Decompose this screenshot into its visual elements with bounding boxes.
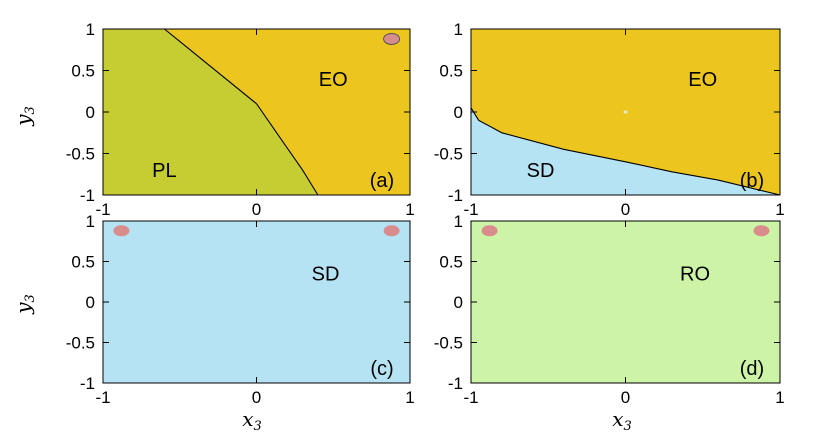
y-tick-label: -0.5 [434, 334, 463, 353]
x-tick-label: 1 [775, 388, 784, 407]
region-label-eo: EO [688, 69, 717, 91]
marker-point [383, 225, 400, 237]
svg-text:y3: y3 [11, 294, 38, 315]
region-label-sd: SD [312, 264, 340, 286]
y-tick-label: 1 [454, 20, 463, 39]
x-tick-label: 0 [252, 200, 261, 219]
y-axis-label-sub: 3 [23, 294, 38, 302]
x-tick-label: -1 [95, 388, 110, 407]
x-tick-label: -1 [95, 200, 110, 219]
region-ro [471, 221, 780, 383]
panel-label: (a) [370, 170, 394, 192]
y-tick-label: 0.5 [439, 253, 463, 272]
x-axis-label-var: x [242, 407, 253, 431]
marker-point [753, 225, 770, 237]
x-tick-label: 1 [405, 388, 414, 407]
x-axis-label-var: x [612, 407, 623, 431]
y-axis-label-top: y3 [11, 106, 38, 127]
marker-point [113, 225, 130, 237]
y-tick-label: 0.5 [439, 62, 463, 81]
y-tick-label: 0 [454, 293, 463, 312]
panel-label: (c) [370, 358, 393, 380]
region-label-eo: EO [319, 69, 348, 91]
y-tick-label: -1 [80, 374, 95, 393]
region-label-sd: SD [527, 160, 555, 182]
boundary-line [470, 107, 781, 196]
panel-b: 1 0.5 0 -0.5 -1-1 0 1 EO SD (b) [434, 20, 785, 219]
region-sd [471, 107, 780, 195]
y-tick-label: 1 [86, 212, 95, 231]
x-tick-label: 0 [621, 200, 630, 219]
y-tick-label: -1 [448, 186, 463, 205]
y-axis-label-sub: 3 [23, 106, 38, 114]
region-label-ro: RO [680, 264, 710, 286]
x-tick-label: 1 [775, 200, 784, 219]
y-tick-label: 0.5 [71, 253, 95, 272]
y-tick-label: 1 [454, 212, 463, 231]
x-tick-label: 0 [621, 388, 630, 407]
y-tick-label: 0 [86, 103, 95, 122]
y-tick-label: -1 [448, 374, 463, 393]
y-tick-label: 0 [86, 293, 95, 312]
marker-point [383, 32, 401, 45]
panel-d: 1 0.5 0 -0.5 -1-1 0 1 RO (d) [434, 212, 785, 407]
panel-label: (b) [740, 170, 764, 192]
y-tick-label: -0.5 [434, 145, 463, 164]
x-tick-label: 1 [405, 200, 414, 219]
x-tick-label: -1 [463, 388, 478, 407]
x-axis-label-right: x3 [612, 407, 632, 434]
marker-point [481, 225, 498, 237]
region-eo [164, 29, 410, 195]
boundary-line [164, 28, 319, 196]
x-axis-label-sub: 3 [624, 419, 632, 434]
x-axis-label-left: x3 [242, 407, 262, 434]
marker-point [623, 110, 628, 114]
svg-text:y3: y3 [11, 106, 38, 127]
panel-a: 1 0.5 0 -0.5 -1-1 0 1 PL EO (a) [66, 20, 415, 219]
y-tick-label: 1 [86, 20, 95, 39]
x-tick-label: 0 [252, 388, 261, 407]
region-label-pl: PL [152, 160, 176, 182]
y-axis-label-var: y [11, 114, 35, 127]
y-tick-label: 0.5 [71, 62, 95, 81]
x-axis-label-sub: 3 [254, 419, 262, 434]
y-tick-label: 0 [454, 103, 463, 122]
y-tick-label: -0.5 [66, 334, 95, 353]
y-axis-label-var: y [11, 302, 35, 315]
panel-label: (d) [740, 358, 764, 380]
y-tick-label: -0.5 [66, 145, 95, 164]
panel-c: 1 0.5 0 -0.5 -1-1 0 1 SD (c) [66, 212, 415, 407]
y-tick-label: -1 [80, 186, 95, 205]
region-pl [103, 29, 318, 195]
x-tick-label: -1 [463, 200, 478, 219]
y-axis-label-bottom: y3 [11, 294, 38, 315]
region-sd [103, 221, 410, 383]
